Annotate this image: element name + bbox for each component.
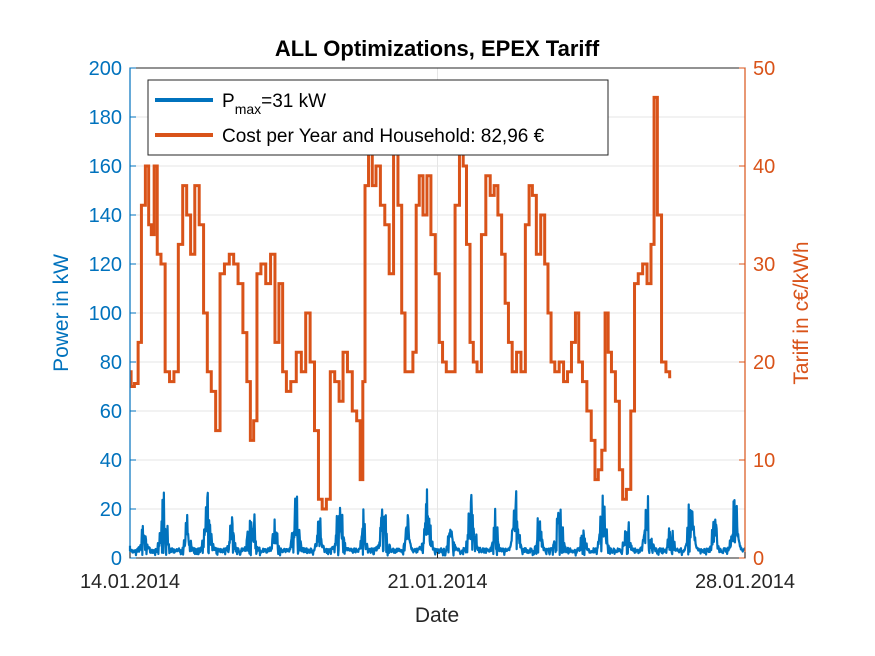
y-tick-label-right: 0 bbox=[753, 548, 764, 570]
legend-label-power: Pmax=31 kW bbox=[222, 91, 326, 117]
tariff-series bbox=[129, 95, 672, 511]
power-line bbox=[128, 488, 746, 557]
power-series bbox=[128, 488, 746, 557]
y-tick-label-right: 40 bbox=[753, 156, 775, 178]
y-tick-label-left: 60 bbox=[100, 401, 122, 423]
y-tick-label-left: 80 bbox=[100, 352, 122, 374]
x-tick-label: 21.01.2014 bbox=[387, 571, 487, 593]
y-tick-label-left: 20 bbox=[100, 499, 122, 521]
x-axis-label: Date bbox=[415, 604, 459, 627]
y-tick-label-right: 50 bbox=[753, 58, 775, 80]
x-tick-label: 14.01.2014 bbox=[80, 571, 180, 593]
y-tick-label-left: 160 bbox=[89, 156, 122, 178]
y-tick-label-left: 200 bbox=[89, 58, 122, 80]
y-axis-label-left: Power in kW bbox=[50, 254, 73, 372]
y-tick-label-left: 40 bbox=[100, 450, 122, 472]
axes: 0 20 40 60 80 100 120 140 160 180 200 0 10 20 30 40 50 14… bbox=[80, 58, 795, 593]
y-tick-label-left: 0 bbox=[111, 548, 122, 570]
legend-box bbox=[147, 79, 609, 156]
y-axis-label-right: Tariff in c€/kWh bbox=[790, 241, 813, 384]
y-tick-label-right: 30 bbox=[753, 254, 775, 276]
x-tick-label: 28.01.2014 bbox=[695, 571, 795, 593]
y-tick-label-left: 180 bbox=[89, 107, 122, 129]
y-tick-label-right: 20 bbox=[753, 352, 775, 374]
chart-title: ALL Optimizations, EPEX Tariff bbox=[275, 36, 600, 61]
tariff-line bbox=[129, 95, 672, 511]
y-tick-label-right: 10 bbox=[753, 450, 775, 472]
y-tick-label-left: 120 bbox=[89, 254, 122, 276]
y-tick-label-left: 100 bbox=[89, 303, 122, 325]
legend: Pmax=31 kW Cost per Year and Household: … bbox=[147, 79, 609, 156]
y-tick-label-left: 140 bbox=[89, 205, 122, 227]
legend-label-tariff: Cost per Year and Household: 82,96 € bbox=[222, 126, 545, 147]
